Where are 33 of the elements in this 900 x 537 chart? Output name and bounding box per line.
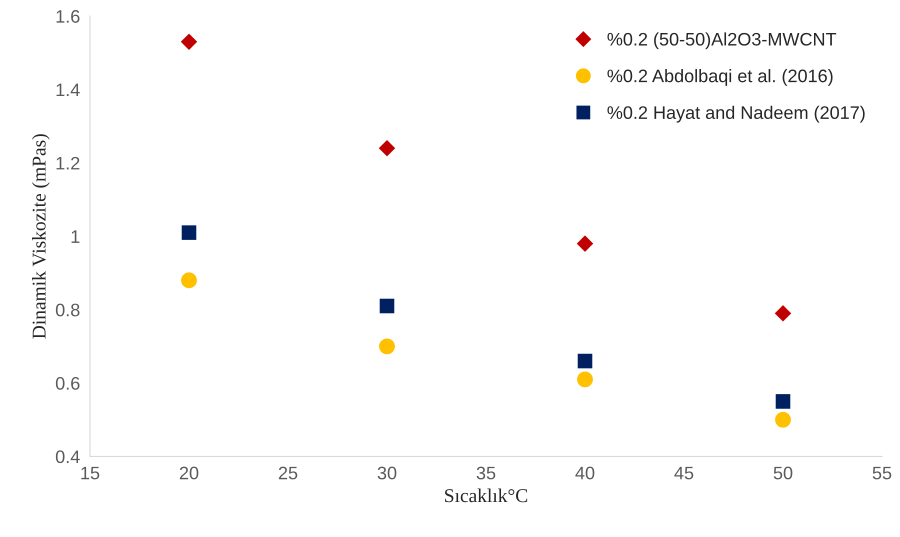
x-tick-label: 25 [278, 466, 298, 480]
point [576, 235, 594, 252]
x-tick-label: 40 [575, 466, 594, 480]
y-tick-label: 1.6 [56, 10, 80, 23]
y-tick-label: 1.4 [56, 84, 80, 96]
point [379, 338, 395, 354]
y-axis-title: Dinamik Viskozite (mPas) [32, 134, 50, 339]
point [380, 298, 394, 314]
y-tick-label: 1 [72, 230, 80, 243]
point [577, 371, 593, 388]
point [180, 34, 198, 50]
point [378, 140, 396, 156]
y-tick-label: 1.2 [56, 156, 80, 170]
point [578, 354, 592, 368]
point [776, 394, 790, 409]
point [182, 225, 196, 240]
x-tick-label: 45 [674, 466, 694, 480]
x-tick-label: 50 [774, 466, 792, 480]
legend-label: %0.2 Hayat and Nadeem (2017) [607, 106, 865, 123]
y-tick-label: 0.6 [56, 376, 80, 390]
legend-label: %0.2 (50-50)Al2O3-MWCNT [607, 32, 836, 50]
point [181, 272, 197, 288]
y-tick-label: 0.4 [56, 450, 80, 464]
x-tick-label: 55 [872, 466, 892, 480]
legend-label: %0.2 Abdolbaqi et al. (2016) [607, 69, 833, 86]
x-tick-label: 15 [81, 466, 100, 480]
x-axis-title: Sıcaklık°C [445, 488, 528, 502]
point [775, 412, 791, 428]
x-tick-label: 20 [180, 466, 198, 480]
x-tick-label: 30 [378, 466, 396, 480]
x-tick-label: 35 [476, 466, 496, 480]
point [774, 305, 792, 322]
y-tick-label: 0.8 [56, 304, 80, 316]
